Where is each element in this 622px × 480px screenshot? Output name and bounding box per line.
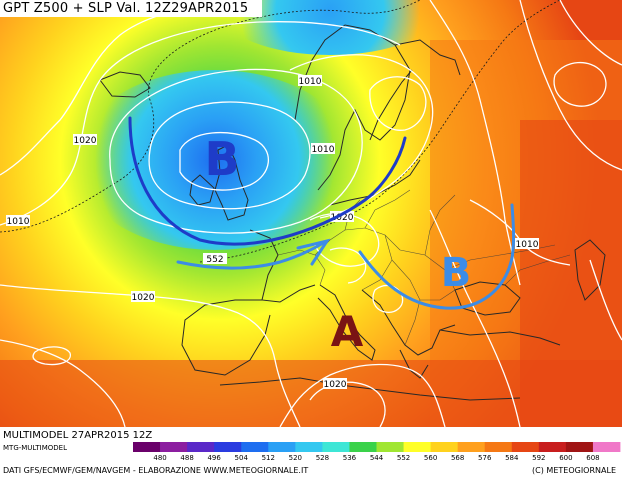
south-hot-field [0,360,622,427]
pressure-label-bg-8 [323,378,347,389]
isobar-south-central-2 [279,363,446,427]
pressure-label-bg-9 [203,253,227,264]
high-pressure-a: A [331,307,364,356]
isobar-low-outer [109,68,363,234]
low-pressure-b-east: B [441,250,472,296]
isobar-east-2 [519,0,622,171]
low-core [75,70,355,250]
jet-arrow [176,240,327,270]
pressure-label-bg-1 [298,75,322,86]
baltic-coast [329,159,421,206]
isobar-north-loop [369,76,427,131]
black-sea-coast [454,281,521,316]
pressure-label-7: 1020 [132,293,155,303]
pressure-label-6: 1010 [516,240,539,250]
z500-contour-552 [0,0,421,233]
data-sources-label: DATI GFS/ECMWF/GEM/NAVGEM - ELABORAZIONE… [3,466,309,475]
coastlines [99,24,606,401]
pressure-label-bg-3 [311,143,335,154]
pressure-label-4: 1010 [7,217,30,227]
iceland-coast [99,71,151,98]
weather-map: 1010 1020 1010 1010 1020 1010 1020 1020 … [0,0,622,427]
pressure-labels: 1010 1020 1010 1010 1020 1010 1020 1020 … [6,75,539,390]
pressure-label-3: 1010 [312,145,335,155]
pressure-label-bg-4 [6,215,30,226]
pressure-systems: B B A [204,132,471,356]
pressure-label-2: 1020 [74,136,97,146]
map-title: GPT Z500 + SLP Val. 12Z29APR2015 [3,1,249,16]
pressure-label-bg-7 [131,291,155,302]
isobar-south-central [309,381,386,427]
italy-coast [317,284,376,361]
isobar-southwest-loop [32,346,71,366]
iberia-coast [181,299,271,376]
jet-arrow-head [296,238,331,266]
isobar-east-1 [429,0,521,286]
isobar-southwest-2 [0,339,126,427]
pressure-label-5: 1020 [331,213,354,223]
trough-curve [128,116,407,246]
balkan-coast [361,289,456,356]
isobar-low-inner [179,131,270,191]
border-9 [420,289,456,301]
border-10 [504,254,571,286]
pressure-label-bg-6 [515,238,539,249]
isobar-east-5 [589,259,622,341]
copyright-label: (C) METEOGIORNALE [532,466,616,475]
border-11 [364,189,411,229]
isobar-low-mid [148,101,311,210]
pressure-label-bg-2 [73,134,97,145]
border-4 [361,234,393,291]
model-label: MULTIMODEL 27APR2015 12Z [3,430,153,441]
caspian-coast [574,239,606,301]
flow-arrows [128,116,516,310]
height-label-552: 552 [206,255,223,265]
isobar-1010-west [0,21,401,226]
pressure-label-bg-5 [330,211,354,222]
north-low [220,0,440,55]
kola-coast [394,39,461,76]
scandinavia-coast [294,24,411,191]
britain-coast [214,144,249,221]
greece-coast [399,349,429,379]
submodel-label: MTG-MULTIMODEL [3,444,67,452]
footer-panel [0,427,622,480]
north-africa-coast [219,377,521,401]
isobar-central-2 [329,247,367,284]
low-pressure-b-north: B [204,132,239,186]
isobar-east-loop [553,61,607,107]
border-5 [399,249,456,291]
pressure-label-1: 1010 [299,77,322,87]
isobar-1020-southwest [0,284,301,427]
z500-contour-552b [199,0,561,263]
east-trough-curve [358,203,516,310]
turkey-coast [439,329,561,346]
isobar-east-3 [559,0,622,66]
isobar-east-4 [429,209,521,427]
pressure-label-8: 1020 [324,380,347,390]
title-bg [0,0,262,17]
